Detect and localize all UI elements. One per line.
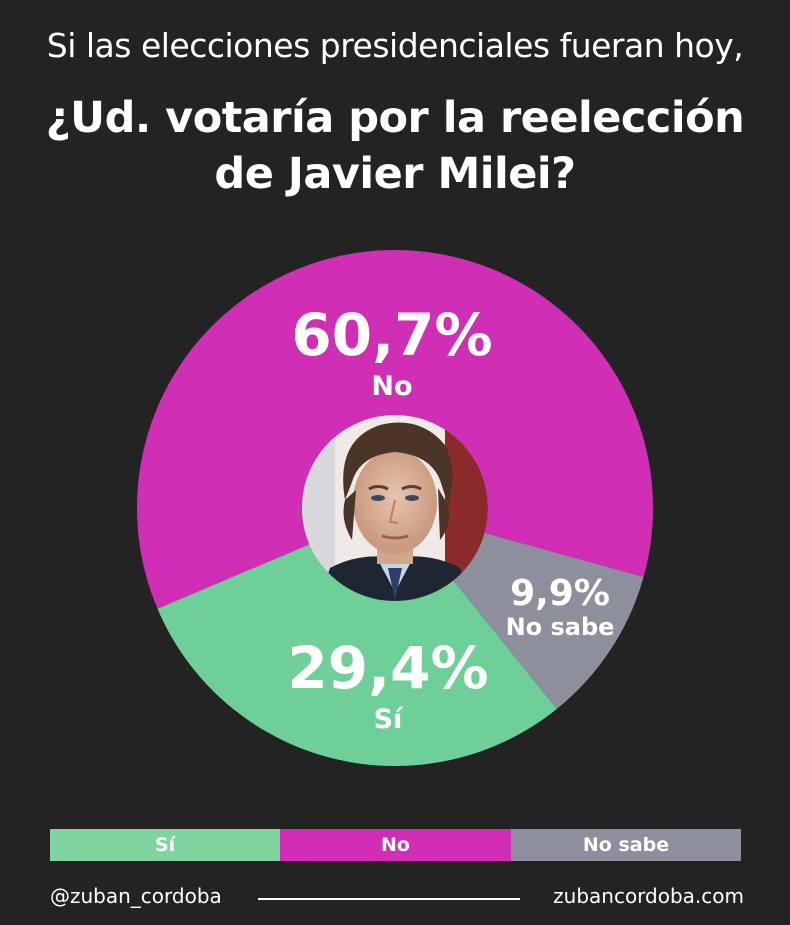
- pie-slice-no-sabe: [453, 532, 644, 709]
- chart-title: ¿Ud. votaría por la reelección de Javier…: [20, 90, 770, 202]
- legend-label-si: Sí: [154, 834, 176, 856]
- slice-category-label: No: [371, 371, 412, 402]
- pie-labels: 60,7%No 9,9%No sabe 29,4%Sí: [287, 301, 614, 735]
- legend-item-si: Sí: [50, 829, 280, 861]
- pie-slices: [137, 250, 654, 766]
- chart-subtitle: Si las elecciones presidenciales fueran …: [46, 26, 744, 65]
- legend-bar: Sí No No sabe: [50, 829, 741, 861]
- slice-category-label: Sí: [374, 704, 404, 735]
- slice-value-label: 60,7%: [291, 301, 492, 369]
- pie-slice-s-: [157, 544, 557, 766]
- chart-title-line1: ¿Ud. votaría por la reelección: [45, 93, 745, 143]
- chart-title-line2: de Javier Milei?: [214, 149, 576, 199]
- legend-label-no-sabe: No sabe: [582, 834, 670, 856]
- legend-item-no: No: [280, 829, 511, 861]
- slice-value-label: 29,4%: [287, 634, 488, 702]
- slice-value-label: 9,9%: [510, 573, 610, 614]
- footer-website: zubancordoba.com: [553, 884, 744, 908]
- legend-item-no-sabe: No sabe: [511, 829, 741, 861]
- footer-divider: [258, 898, 520, 900]
- legend-label-no: No: [381, 834, 410, 856]
- footer-handle: @zuban_cordoba: [50, 884, 222, 908]
- slice-category-label: No sabe: [506, 613, 615, 641]
- pie-slice-no: [137, 250, 654, 609]
